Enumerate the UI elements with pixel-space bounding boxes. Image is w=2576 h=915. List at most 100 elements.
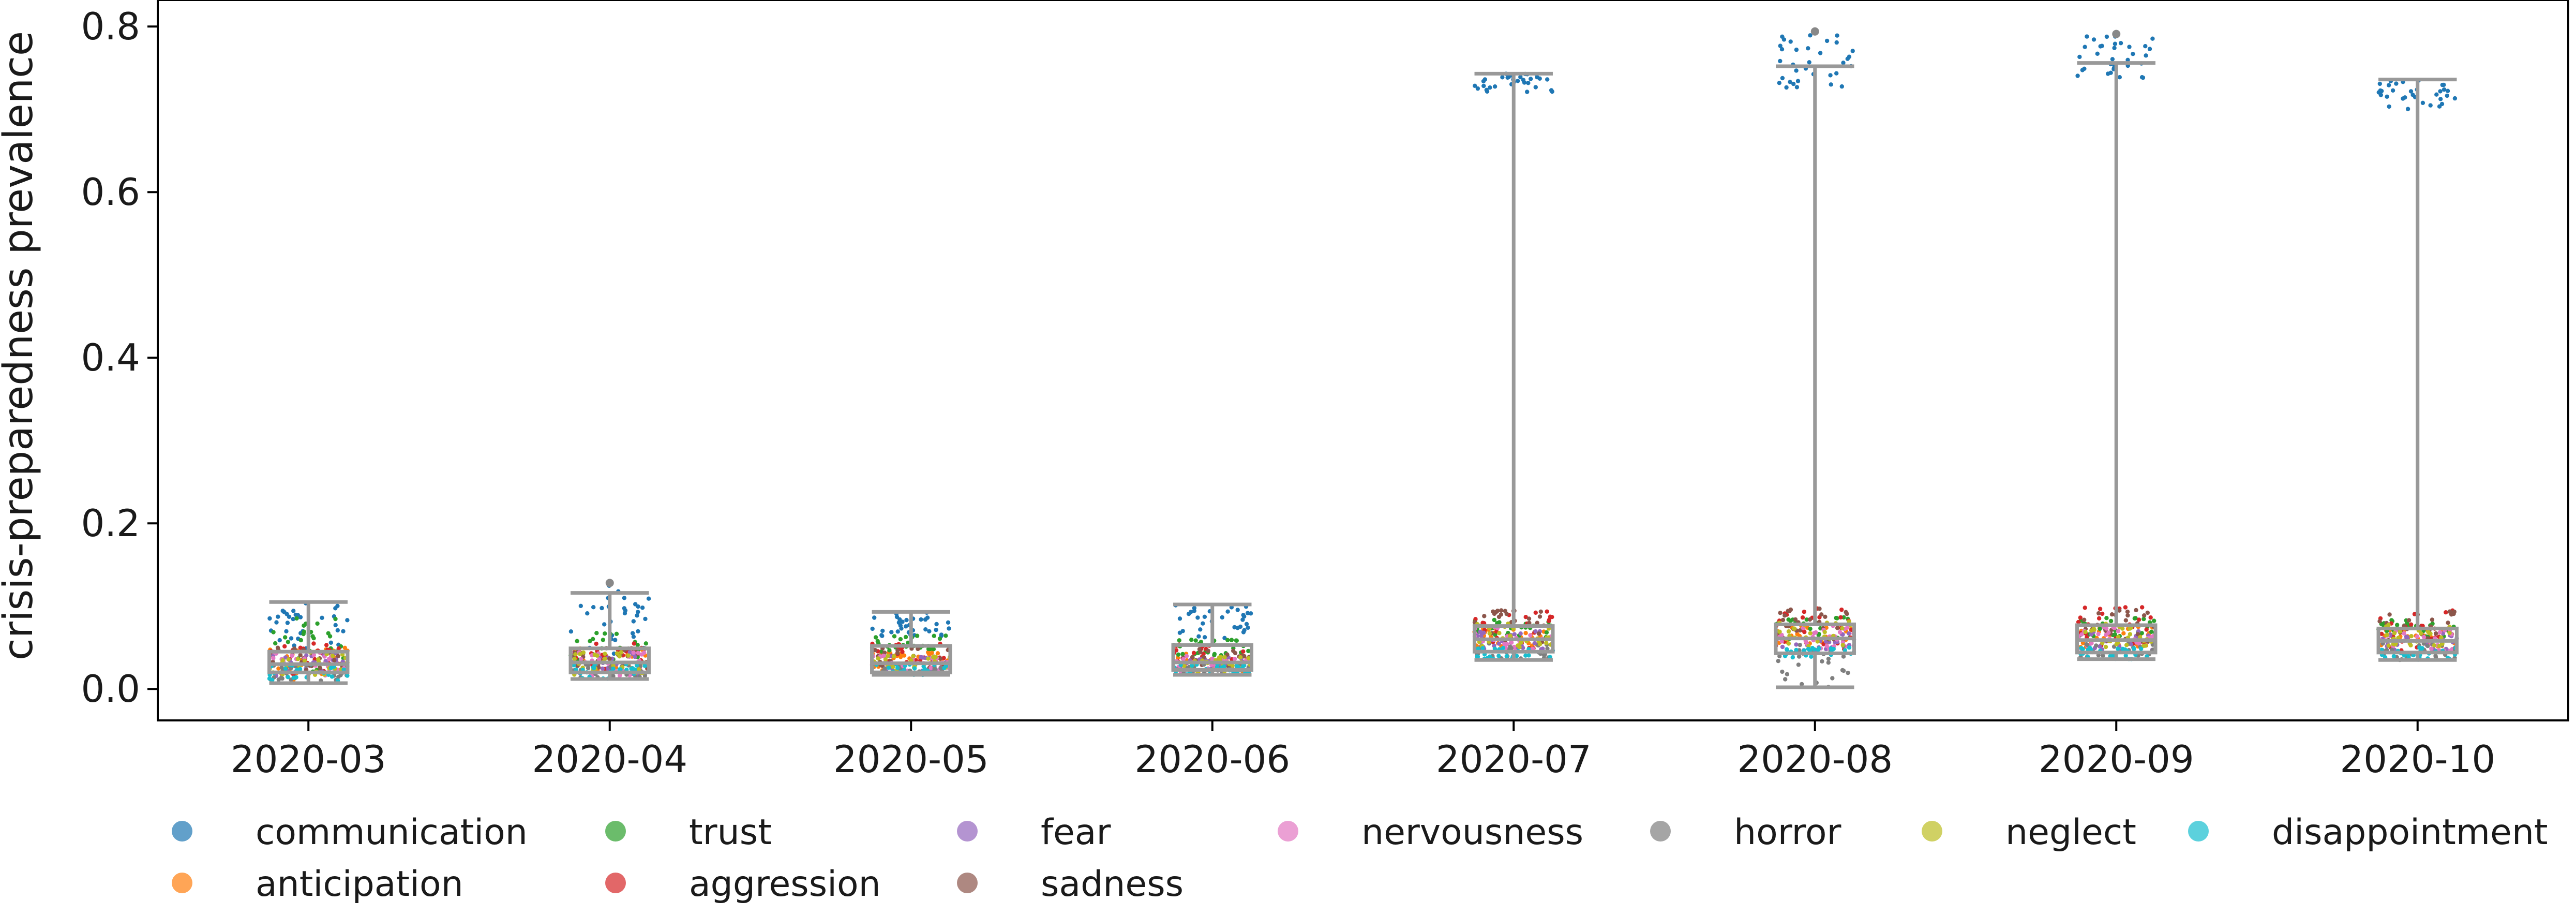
box-2020-08 bbox=[1774, 27, 1856, 689]
data-point bbox=[1784, 85, 1789, 90]
data-point bbox=[891, 665, 895, 669]
data-point bbox=[911, 654, 916, 659]
data-point bbox=[1791, 626, 1796, 631]
data-point bbox=[332, 658, 337, 662]
data-point bbox=[1802, 609, 1806, 614]
data-point bbox=[1547, 617, 1552, 623]
data-point bbox=[1206, 648, 1210, 653]
data-point bbox=[934, 627, 938, 632]
data-point bbox=[1785, 647, 1789, 652]
data-point bbox=[287, 614, 292, 619]
data-point bbox=[1232, 656, 1237, 661]
data-point bbox=[1245, 611, 1250, 615]
data-point bbox=[2084, 642, 2089, 647]
data-point bbox=[1794, 47, 1799, 52]
data-point bbox=[1241, 649, 1246, 654]
legend-label: nervousness bbox=[1361, 812, 1583, 853]
data-point bbox=[2429, 646, 2434, 651]
data-point bbox=[1488, 654, 1492, 659]
data-point bbox=[572, 656, 577, 661]
data-point bbox=[1845, 625, 1850, 630]
legend-item-communication: communication bbox=[172, 812, 528, 853]
data-point bbox=[2377, 619, 2382, 624]
legend-label: trust bbox=[689, 812, 772, 853]
data-point bbox=[643, 641, 649, 646]
data-point bbox=[1246, 656, 1251, 661]
data-point bbox=[1807, 617, 1813, 622]
data-point bbox=[2442, 87, 2447, 92]
data-point bbox=[1794, 85, 1800, 90]
data-point bbox=[2390, 88, 2395, 93]
data-point bbox=[315, 621, 320, 626]
data-point bbox=[1780, 644, 1785, 650]
data-point bbox=[1190, 663, 1194, 668]
data-point bbox=[286, 657, 291, 662]
data-point bbox=[333, 616, 338, 622]
data-point bbox=[1501, 645, 1506, 651]
data-point bbox=[601, 638, 606, 642]
data-point bbox=[1804, 617, 1809, 622]
y-tick-label: 0.2 bbox=[81, 501, 140, 545]
data-point bbox=[1816, 632, 1821, 638]
data-point bbox=[280, 658, 285, 663]
data-point bbox=[903, 634, 908, 640]
data-point bbox=[1488, 85, 1492, 90]
data-point bbox=[622, 611, 627, 616]
data-point bbox=[643, 616, 648, 622]
legend-label: neglect bbox=[2005, 812, 2136, 853]
data-point bbox=[2125, 57, 2130, 63]
data-point bbox=[611, 667, 616, 671]
jitter-points bbox=[267, 33, 2459, 689]
data-point bbox=[2150, 36, 2155, 41]
data-point bbox=[2079, 632, 2084, 637]
data-point bbox=[603, 631, 607, 636]
data-point bbox=[271, 656, 276, 660]
plot-frame bbox=[157, 0, 2569, 721]
data-point bbox=[1518, 75, 1523, 80]
data-point bbox=[1525, 90, 1530, 94]
data-point bbox=[631, 619, 636, 624]
legend-item-horror: horror bbox=[1650, 812, 1841, 853]
data-point bbox=[1818, 51, 1823, 55]
data-point bbox=[2120, 646, 2125, 652]
data-point bbox=[1202, 614, 1207, 619]
data-point bbox=[1238, 624, 1243, 629]
data-point bbox=[2094, 643, 2099, 648]
data-point bbox=[636, 629, 640, 634]
data-point bbox=[1536, 631, 1541, 636]
data-point bbox=[2100, 641, 2105, 645]
data-point bbox=[2125, 613, 2130, 618]
data-point bbox=[1544, 630, 1549, 635]
data-point bbox=[2377, 81, 2382, 86]
outlier-point bbox=[1810, 27, 1819, 36]
data-point bbox=[1796, 654, 1802, 659]
data-point bbox=[1815, 639, 1820, 644]
data-point bbox=[1778, 43, 1783, 48]
data-point bbox=[1817, 646, 1821, 651]
data-point bbox=[1503, 609, 1507, 613]
data-point bbox=[1181, 657, 1186, 661]
data-point bbox=[2391, 654, 2397, 659]
data-point bbox=[1780, 617, 1786, 623]
data-point bbox=[1778, 611, 1783, 615]
data-point bbox=[1777, 81, 1781, 85]
data-point bbox=[2123, 618, 2128, 623]
data-point bbox=[342, 645, 347, 651]
data-point bbox=[1838, 615, 1843, 620]
data-point bbox=[271, 630, 276, 634]
y-tick-label: 0.6 bbox=[81, 170, 140, 214]
data-point bbox=[646, 596, 651, 601]
data-point bbox=[1198, 627, 1203, 632]
data-point bbox=[568, 629, 574, 634]
data-point bbox=[1779, 639, 1784, 644]
data-point bbox=[1794, 642, 1799, 647]
data-point bbox=[291, 675, 296, 680]
data-point bbox=[900, 650, 905, 654]
data-point bbox=[591, 637, 595, 642]
data-point bbox=[2124, 643, 2129, 647]
data-point bbox=[2409, 634, 2414, 639]
data-point bbox=[1841, 615, 1846, 620]
data-point bbox=[283, 635, 288, 640]
legend-item-anticipation: anticipation bbox=[172, 864, 463, 905]
data-point bbox=[2432, 643, 2437, 648]
